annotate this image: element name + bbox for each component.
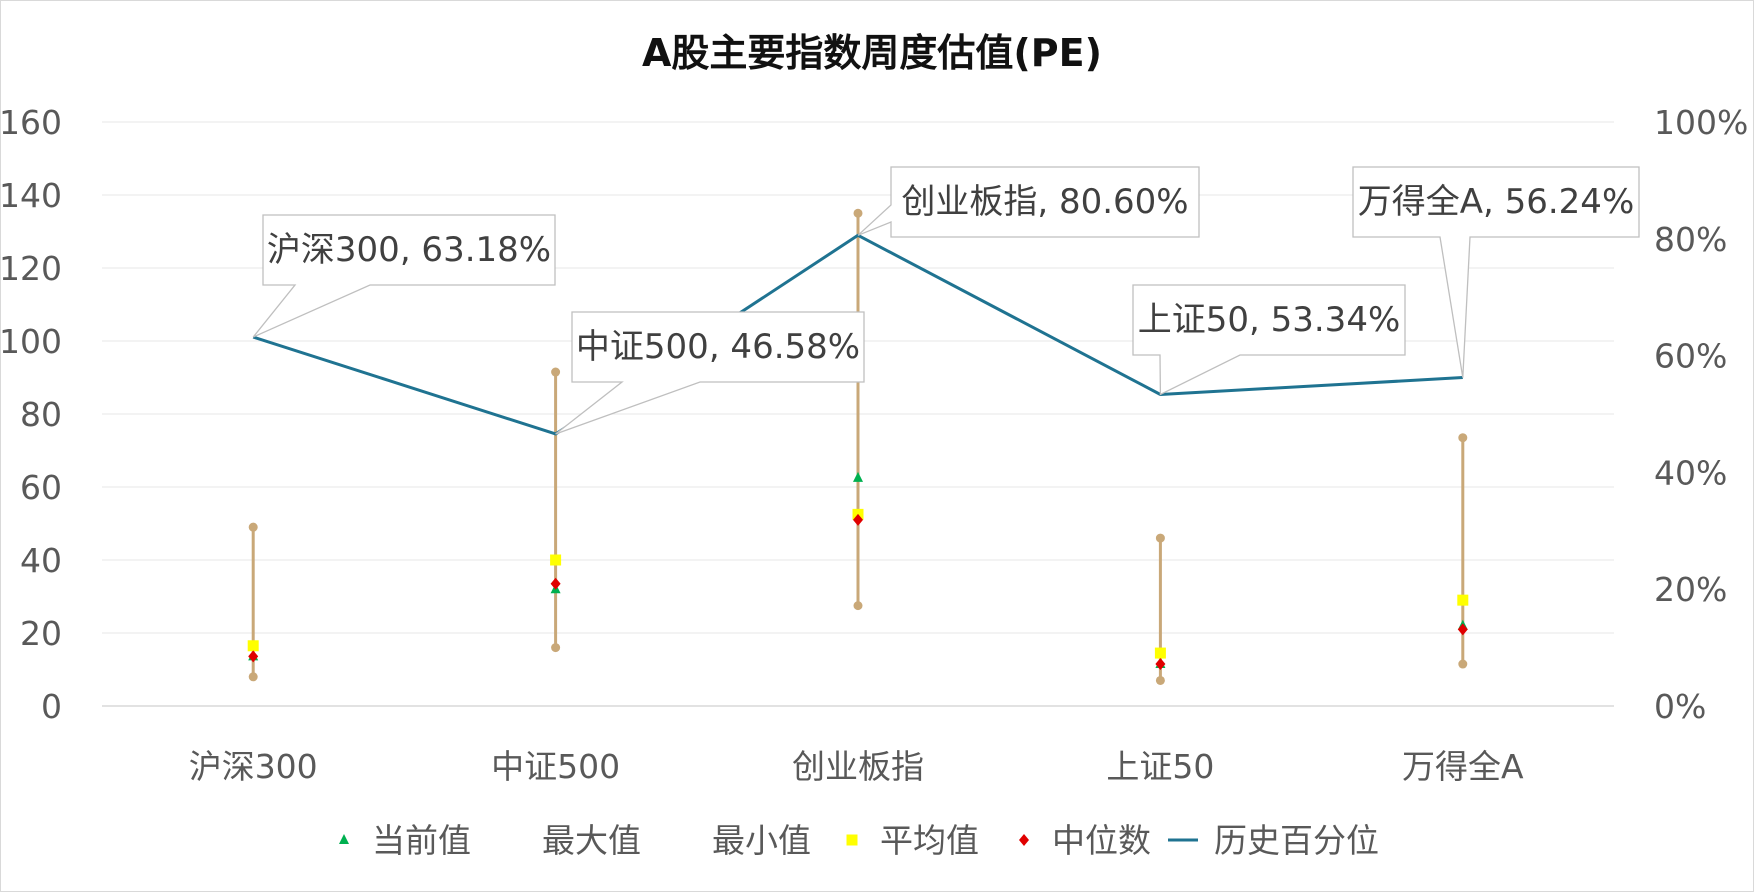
legend-label: 历史百分位 — [1214, 821, 1379, 860]
left-tick-label: 160 — [0, 103, 62, 142]
left-tick-label: 40 — [20, 541, 62, 580]
callout-text: 中证500, 46.58% — [576, 327, 860, 367]
category-label: 上证50 — [1106, 747, 1214, 786]
callout-text: 创业板指, 80.60% — [901, 182, 1188, 222]
marker-circle-2 — [1458, 659, 1468, 669]
legend-label: 最小值 — [712, 821, 811, 860]
category-label: 沪深300 — [189, 747, 318, 786]
marker-circle-2 — [551, 643, 561, 653]
right-tick-label: 20% — [1654, 570, 1727, 609]
marker-diamond-4 — [550, 577, 561, 590]
legend-item: 中位数 — [1019, 821, 1151, 860]
category-label: 万得全A — [1402, 747, 1524, 786]
callout-text: 上证50, 53.34% — [1138, 300, 1401, 340]
left-tick-label: 0 — [41, 687, 62, 726]
point-markers — [247, 208, 1469, 685]
callout-box — [1132, 284, 1406, 396]
data-label-callout: 万得全A, 56.24% — [1352, 166, 1640, 378]
marker-square-3 — [1154, 647, 1166, 659]
legend-label: 中位数 — [1052, 821, 1151, 860]
callout-box — [555, 311, 865, 435]
legend-swatch — [1019, 834, 1029, 846]
legend-swatch — [846, 834, 858, 846]
callout-box — [252, 214, 556, 338]
marker-circle-1 — [1458, 433, 1468, 443]
marker-diamond-4 — [248, 650, 259, 663]
callout-text: 沪深300, 63.18% — [267, 230, 551, 270]
data-label-callout: 沪深300, 63.18% — [252, 214, 556, 338]
marker-circle-1 — [853, 208, 863, 218]
legend-item: 当前值 — [339, 821, 471, 860]
legend-item: 最大值 — [542, 821, 641, 860]
chart-title: A股主要指数周度估值(PE) — [642, 31, 1102, 75]
left-tick-label: 100 — [0, 322, 62, 361]
legend-label: 当前值 — [372, 821, 471, 860]
legend-item: 最小值 — [712, 821, 811, 860]
data-label-callout: 上证50, 53.34% — [1132, 284, 1406, 396]
left-tick-label: 140 — [0, 176, 62, 215]
data-label-callout: 创业板指, 80.60% — [857, 166, 1200, 238]
right-tick-label: 80% — [1654, 220, 1727, 259]
marker-circle-1 — [248, 522, 258, 532]
marker-circle-1 — [551, 367, 561, 377]
callout-box — [1352, 166, 1640, 378]
right-tick-label: 60% — [1654, 337, 1727, 376]
left-axis-ticks: 0 20 40 60 80 100 120 140 160 — [0, 103, 62, 726]
marker-diamond-4 — [853, 513, 863, 526]
legend-item: 平均值 — [846, 821, 979, 860]
legend-item: 历史百分位 — [1168, 821, 1379, 860]
left-tick-label: 20 — [20, 614, 62, 653]
data-label-callout: 中证500, 46.58% — [555, 311, 865, 435]
right-tick-label: 0% — [1654, 687, 1706, 726]
marker-triangle-0 — [853, 471, 863, 482]
category-labels: 沪深300 中证500 创业板指 上证50 万得全A — [189, 747, 1524, 786]
marker-square-3 — [247, 640, 259, 652]
callout-text: 万得全A, 56.24% — [1358, 182, 1635, 222]
right-tick-label: 100% — [1654, 103, 1748, 142]
left-tick-label: 60 — [20, 468, 62, 507]
marker-circle-1 — [1155, 533, 1165, 543]
marker-square-3 — [1457, 594, 1469, 606]
legend-label: 平均值 — [880, 821, 979, 860]
category-label: 创业板指 — [792, 747, 924, 786]
left-tick-label: 120 — [0, 249, 62, 288]
data-label-callouts: 沪深300, 63.18% 中证500, 46.58% 创业板指, 80.60% 上证… — [252, 166, 1640, 435]
callout-box — [857, 166, 1200, 238]
marker-diamond-4 — [1457, 623, 1468, 636]
marker-circle-2 — [248, 672, 258, 682]
marker-circle-2 — [1155, 675, 1165, 685]
legend-label: 最大值 — [542, 821, 641, 860]
marker-square-3 — [550, 554, 562, 566]
right-tick-label: 40% — [1654, 453, 1727, 492]
marker-diamond-4 — [1155, 658, 1166, 671]
left-tick-label: 80 — [20, 395, 62, 434]
category-label: 中证500 — [491, 747, 620, 786]
legend-swatch — [339, 834, 349, 844]
legend: 当前值 最大值 最小值 平均值 中位数 历史百分位 — [339, 821, 1379, 860]
marker-circle-2 — [853, 601, 863, 611]
right-axis-ticks: 0% 20% 40% 60% 80% 100% — [1654, 103, 1748, 726]
